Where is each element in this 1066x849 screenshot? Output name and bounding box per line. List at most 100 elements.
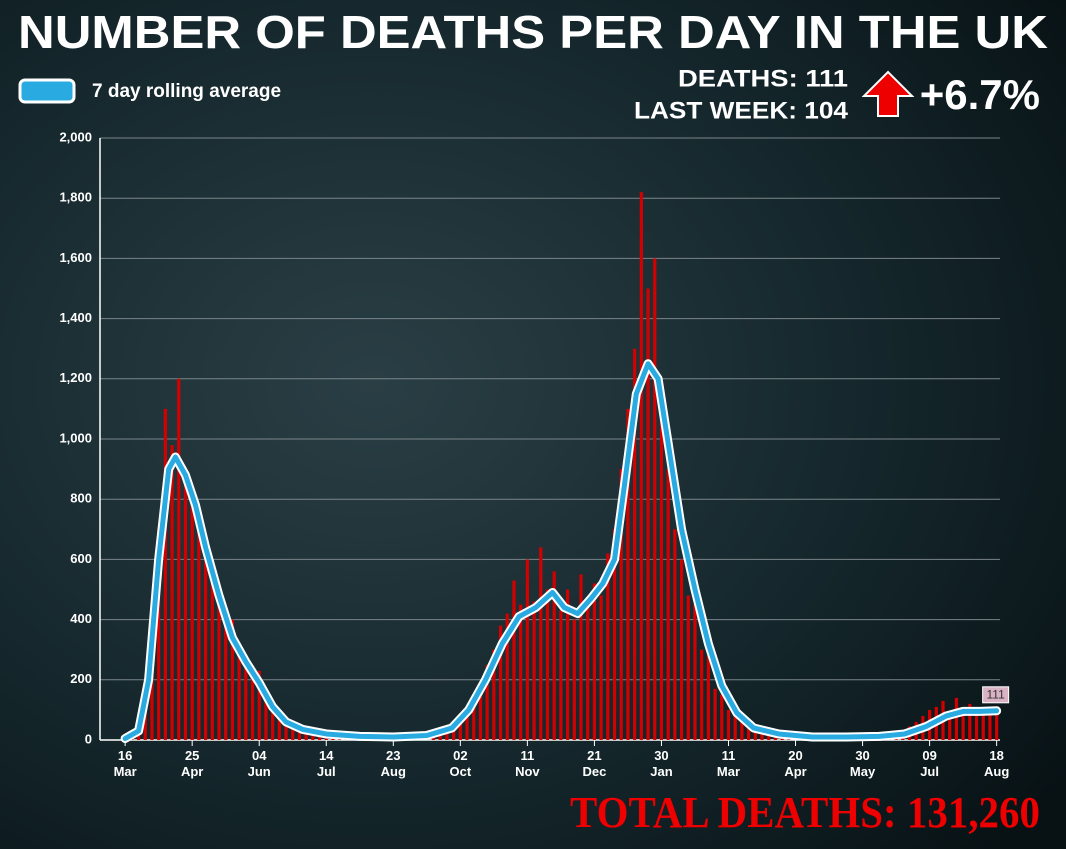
bar [485, 664, 489, 740]
bar [948, 711, 952, 740]
bar [666, 469, 670, 740]
y-tick-label: 1,200 [59, 370, 92, 385]
bar [572, 619, 576, 740]
x-tick-label-line: Mar [717, 764, 740, 779]
x-tick-label-line: 25 [185, 748, 199, 763]
bar [458, 715, 462, 740]
bar [586, 604, 590, 740]
x-tick-label: 30 Jan [650, 748, 672, 779]
x-tick-label-line: 02 [453, 748, 467, 763]
bar [291, 723, 295, 740]
bar [968, 703, 972, 740]
bar [626, 408, 630, 740]
bar [686, 595, 690, 740]
end-label-box [982, 686, 1010, 704]
y-tick-label: 1,600 [59, 250, 92, 265]
bar [197, 529, 201, 740]
x-tick-label-line: Apr [181, 764, 203, 779]
y-tick-label: 1,800 [59, 190, 92, 205]
bar [639, 192, 643, 740]
bar [673, 529, 677, 740]
y-tick-label: 200 [70, 671, 92, 686]
last-week-stat: LAST WEEK: 104 [634, 97, 849, 124]
x-tick-label-line: 20 [788, 748, 802, 763]
bar [726, 709, 731, 740]
bar [599, 595, 603, 740]
x-tick-label: 11 Nov [515, 748, 540, 779]
x-tick-label-line: Jul [317, 764, 336, 779]
bar [465, 709, 469, 740]
bar [170, 445, 174, 740]
x-tick-label-line: 30 [855, 748, 869, 763]
up-arrow [861, 70, 915, 117]
bar [519, 604, 523, 740]
x-tick-label-line: 11 [722, 748, 736, 763]
bar [492, 649, 496, 740]
bar [720, 694, 724, 740]
bar [304, 729, 308, 740]
bar [183, 484, 188, 740]
bar [693, 604, 697, 740]
bar [224, 625, 228, 740]
x-tick-label-line: Aug [984, 764, 1009, 779]
y-tick-label: 2,000 [59, 129, 92, 144]
bar [217, 583, 221, 740]
x-tick-label-line: 23 [386, 748, 400, 763]
bar [679, 559, 684, 740]
y-tick-label: 1,400 [59, 310, 92, 325]
x-tick-label: 20 Apr [784, 748, 806, 779]
x-tick-label: 23 Aug [381, 748, 406, 779]
bar [143, 703, 147, 740]
bar [532, 601, 536, 740]
bar [706, 655, 710, 740]
bar [653, 258, 657, 740]
x-tick-label-line: Apr [784, 764, 806, 779]
x-tick-label: 30 May [850, 748, 876, 779]
bar [981, 706, 985, 740]
x-tick-label-line: Jun [248, 764, 271, 779]
bar [284, 721, 288, 740]
y-tick-label: 400 [70, 611, 92, 626]
chart-title: NUMBER OF DEATHS PER DAY IN THE UK [18, 6, 1048, 58]
bar [954, 697, 959, 740]
bar [740, 721, 744, 740]
bar [512, 580, 516, 740]
bar [733, 715, 737, 740]
change-stat: +6.7% [920, 71, 1040, 118]
bar [700, 649, 704, 740]
bar [505, 613, 509, 740]
total-deaths: TOTAL DEATHS: 131,260 [570, 788, 1040, 837]
bar [545, 589, 550, 740]
x-tick-label-line: Nov [515, 764, 540, 779]
x-tick-label-line: Mar [114, 764, 137, 779]
x-tick-label-line: 16 [118, 748, 132, 763]
bar [753, 729, 757, 740]
deaths-stat: DEATHS: 111 [678, 65, 848, 92]
x-tick-label-line: 21 [587, 748, 601, 763]
bar [995, 706, 999, 740]
y-tick-label: 600 [70, 551, 92, 566]
bar [311, 732, 315, 740]
bar [525, 559, 529, 740]
y-tick-label: 1,000 [59, 430, 92, 445]
y-tick-label: 800 [70, 491, 92, 506]
bar [297, 727, 302, 740]
x-tick-label-line: May [850, 764, 876, 779]
bar [552, 571, 556, 740]
bar [592, 583, 597, 740]
x-tick-label-line: Jan [650, 764, 672, 779]
bar [237, 649, 241, 740]
x-tick-label-line: 04 [252, 748, 267, 763]
bar [478, 685, 483, 740]
bar [498, 625, 503, 740]
bar [974, 712, 979, 740]
bar [659, 408, 664, 740]
x-tick-label-line: 14 [319, 748, 334, 763]
bar [264, 697, 268, 740]
bar [579, 574, 583, 740]
x-tick-label-line: 18 [989, 748, 1003, 763]
x-tick-label: 11 Mar [717, 748, 740, 779]
x-tick-label: 04 Jun [248, 748, 271, 779]
line [122, 361, 1000, 741]
bar [747, 726, 751, 740]
